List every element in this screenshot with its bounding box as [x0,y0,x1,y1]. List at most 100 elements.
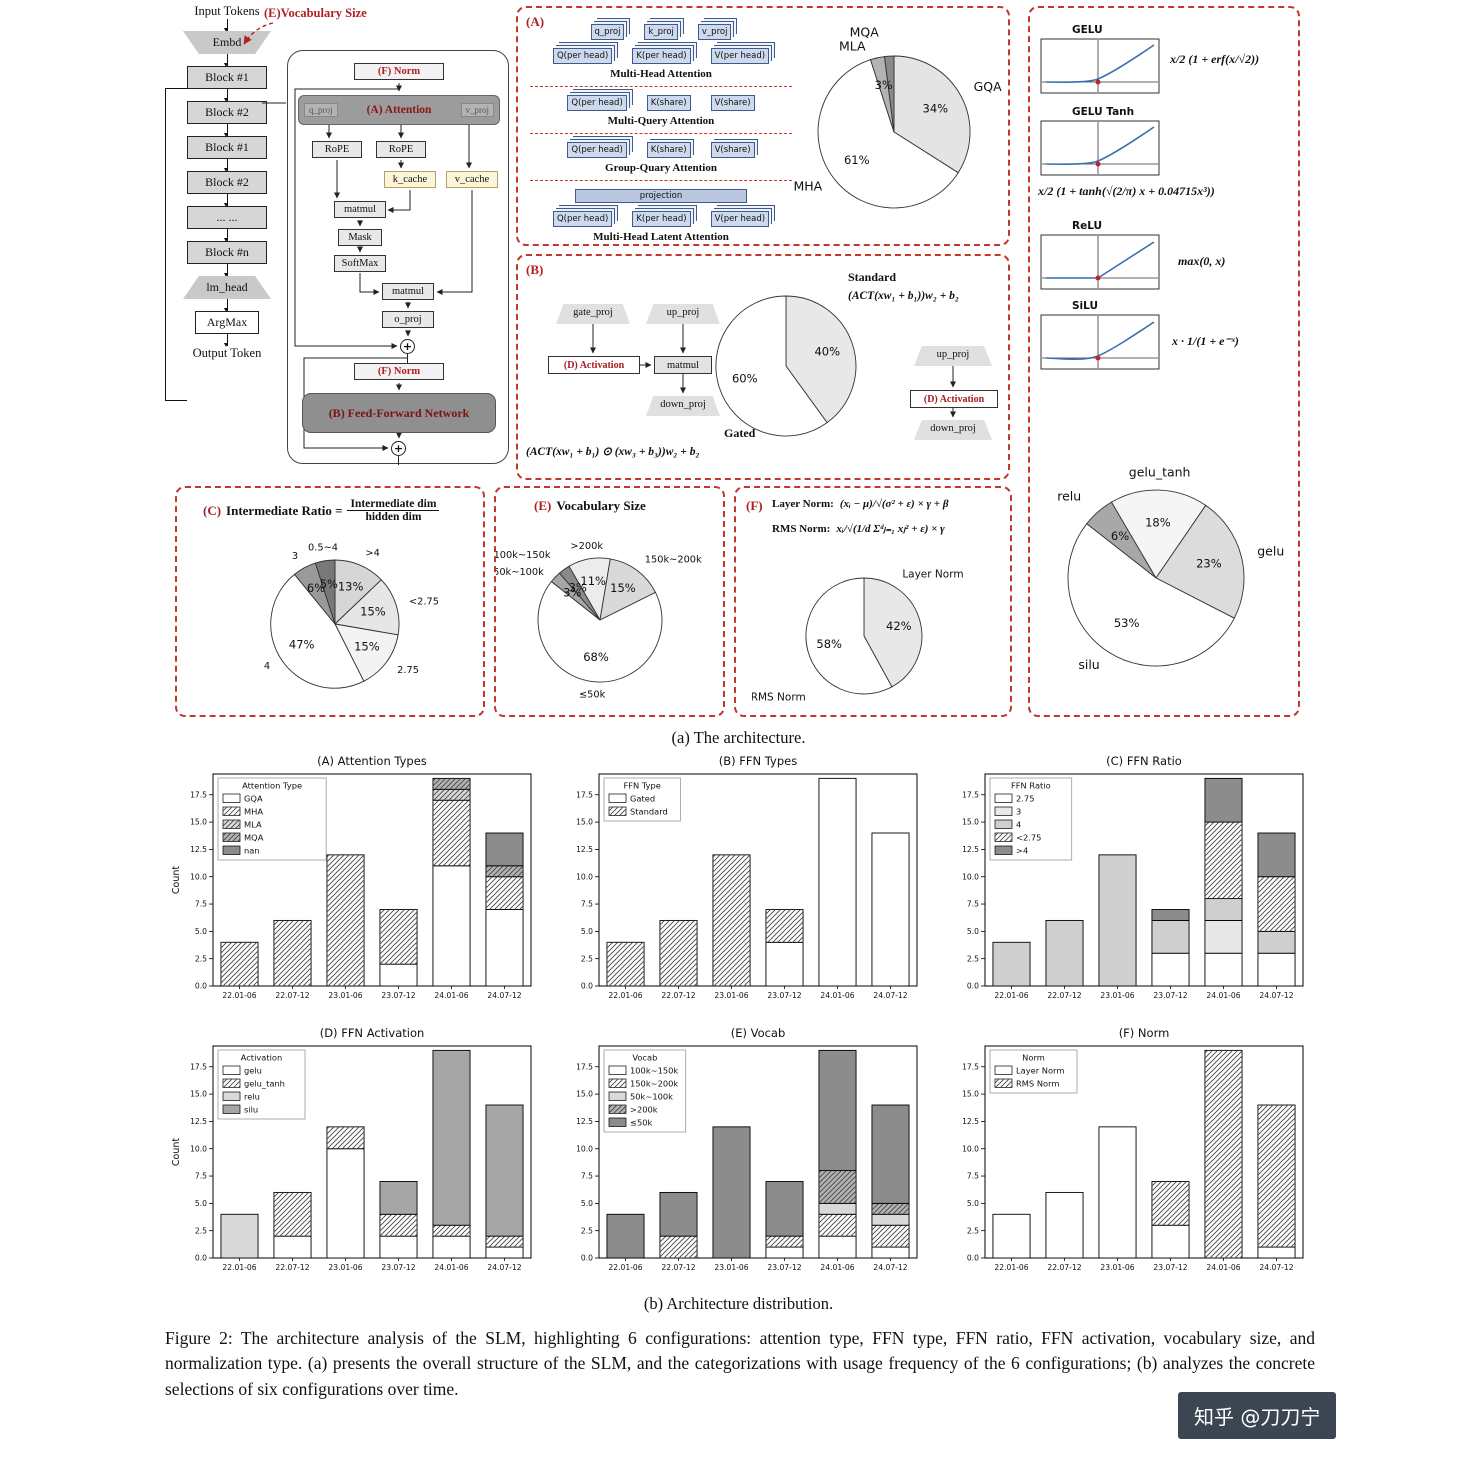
vocab-annotation-arrow [243,22,274,45]
pie-label-100k~150k: 100k~150k [496,550,551,561]
pie-label-2.75: 2.75 [397,665,419,676]
ffn-type-pie-chart: 40% 60% [715,295,857,437]
block-node: Block #1 [187,66,267,89]
bar-segment-hatch [273,920,311,986]
x-tick-label: 22.07-12 [1047,1263,1081,1272]
ratio-title-text: Intermediate Ratio = [226,502,343,518]
legend-label: Layer Norm [1016,1066,1064,1076]
lm-head-node: lm_head [183,276,271,299]
attention-block: q_proj (A) Attention v_proj [298,95,500,125]
legend-swatch [608,1091,626,1101]
down-arrow [223,299,228,312]
pie-percent: 13% [338,580,364,594]
bar-segment-hatch [712,854,750,986]
standard-ffn-formula: (ACT(xw₁ + b₁))w₂ + b₂ [848,290,959,302]
legend-swatch-hatch [222,1079,240,1088]
y-tick-label: 10.0 [190,1144,207,1153]
y-tick-label: 0.0 [966,982,978,991]
y-tick-label: 15.0 [190,1090,207,1099]
bar-segment-50k~100k [871,1213,910,1226]
vocab-title: (E) Vocabulary Size [534,498,646,514]
attention-diagrams: q_proj k_proj v_proj Q(per head) K(per h… [528,16,794,243]
bar-segment-hatch [1257,1105,1295,1248]
pie-percent: 34% [923,101,949,115]
y-tick-label: 5.0 [966,927,978,936]
x-tick-label: 23.07-12 [767,1263,801,1272]
legend-swatch-hatch [222,807,240,816]
x-tick-label: 22.01-06 [222,991,256,1000]
ratio-denominator: hidden dim [365,511,422,523]
bar-segment-4 [1204,898,1243,921]
ffn-types-bar-chart: (B) FFN Types 0.0 2.5 5.0 7.5 10.0 12.5 15.0 17.… [576,754,917,1000]
bar-segment-3 [1204,919,1243,954]
legend-title: Vocab [632,1053,657,1063]
pre-ffn-norm: (F) Norm [354,363,444,380]
x-tick-label: 23.01-06 [1100,1263,1134,1272]
pie-label-Layer Norm: Layer Norm [902,568,963,580]
bar-segment-hatch [273,1192,311,1237]
v-share-card: V(share) [710,95,755,111]
bar-segment-Layer Norm [1150,1224,1189,1259]
pie-percent: 40% [814,345,840,359]
x-tick-label: 24.07-12 [1259,1263,1293,1272]
legend-swatch-hatch [608,1079,626,1088]
layer-norm-formula-row: Layer Norm: (xᵢ − μ)/√(σ² + ε) × γ + β [772,498,948,510]
x-tick-label: 22.07-12 [661,991,695,1000]
y-tick-label: 15.0 [962,1090,979,1099]
bar-segment-hatch [1204,1050,1242,1258]
v-per-head-card: V(per head) [710,211,770,227]
layer-norm-formula: (xᵢ − μ)/√(σ² + ε) × γ + β [839,498,949,510]
bar-segment-4 [1097,854,1136,987]
y-tick-label: 7.5 [194,1172,206,1181]
pie-slice-silu [1067,523,1235,667]
gated-ffn-formula: (ACT(xw₁ + b₁) ⊙ (xw₃ + b₃))w₂ + b₂ [526,446,700,458]
subcaption-a: (a) The architecture. [671,728,806,747]
plot-frame [212,1045,531,1259]
ratio-title: (C) Intermediate Ratio = Intermediate di… [203,498,440,523]
transformer-block-detail: (F) Norm q_proj (A) Attention v_proj RoP… [287,50,509,465]
bar-segment-100k~150k [764,1246,803,1259]
k-proj-card: k_proj [644,24,678,40]
pie-slice-0.5~4 [314,559,336,625]
y-tick-label: 5.0 [194,1199,206,1208]
y-tick-label: 2.5 [966,954,978,963]
bar-segment-hatch [765,1236,803,1248]
bar-segment-hatch [818,1214,856,1237]
x-tick-label: 23.07-12 [1153,1263,1187,1272]
origin-dot [1095,161,1101,167]
bar-segment-hatch [432,800,470,866]
plot-frame [598,773,917,987]
y-tick-label: 17.5 [190,790,207,799]
silu-formula: x · 1/(1 + e⁻ˣ) [1172,334,1239,348]
bar-segment-hatch [659,1236,697,1258]
k-share-card: K(share) [646,142,691,158]
bar-segment-gelu [378,1235,417,1259]
residual-add-2: + [391,441,406,456]
down-arrow [223,229,228,242]
bar-segment-≤50k [658,1191,697,1237]
bar-segment-hatch [659,920,697,986]
pie-percent: 47% [289,638,315,652]
y-tick-label: 7.5 [580,900,592,909]
separator [530,133,792,134]
down-arrow [223,194,228,207]
pie-percent: 53% [1114,616,1140,630]
norm-bar-chart: (F) Norm 0.0 2.5 5.0 7.5 10.0 12.5 15.0 17.5 22.0… [962,1026,1303,1272]
block-node: Block #2 [187,101,267,124]
plot-frame [984,773,1303,987]
pie-percent: 11% [580,574,606,588]
activation-pie-chart: 6% relu 18% gelu_tanh 23% gelu 53% silu [1057,465,1284,672]
y-tick-label: 7.5 [966,900,978,909]
matmul-1: matmul [334,201,386,218]
x-tick-label: 22.01-06 [994,991,1028,1000]
legend-label: 3 [1016,807,1021,817]
pie-percent: 23% [1196,557,1222,571]
pie-label-relu: relu [1057,488,1081,503]
residual-line [165,88,166,400]
bar-segment-hatch [485,876,523,910]
bar-segment-4 [992,941,1030,987]
y-tick-label: 10.0 [962,1144,979,1153]
x-tick-label: 22.01-06 [222,1263,256,1272]
bar-segment-GQA [378,963,417,987]
rope-right: RoPE [376,141,426,158]
